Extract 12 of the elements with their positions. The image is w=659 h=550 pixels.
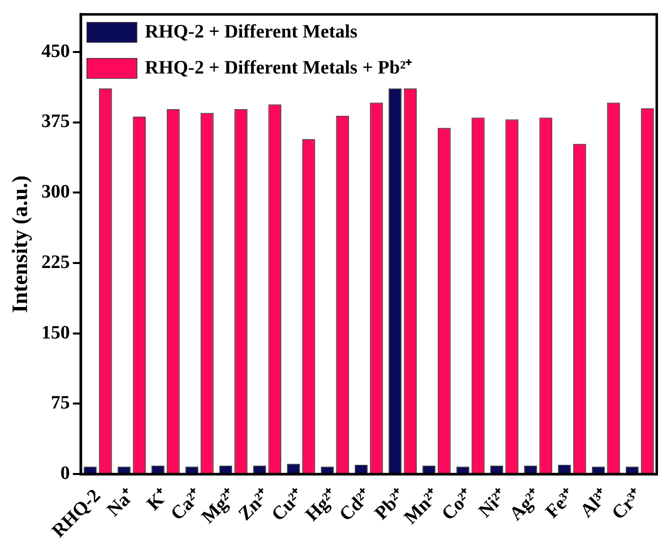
x-tick-label: Na⁺ <box>103 484 140 521</box>
y-tick-label: 0 <box>60 462 70 484</box>
legend-label: RHQ-2 + Different Metals + Pb²⁺ <box>144 57 413 78</box>
y-tick-label: 225 <box>41 252 70 273</box>
y-tick-label: 450 <box>41 40 70 62</box>
y-axis-title: Intensity (a.u.) <box>6 175 32 313</box>
x-tick-label: K⁺ <box>143 484 174 515</box>
y-tick-label: 75 <box>50 392 70 414</box>
y-tick-label: 300 <box>41 182 70 203</box>
y-tick-label: 375 <box>41 111 70 132</box>
legend-label: RHQ-2 + Different Metals <box>144 21 358 42</box>
y-tick-label: 150 <box>41 322 70 344</box>
